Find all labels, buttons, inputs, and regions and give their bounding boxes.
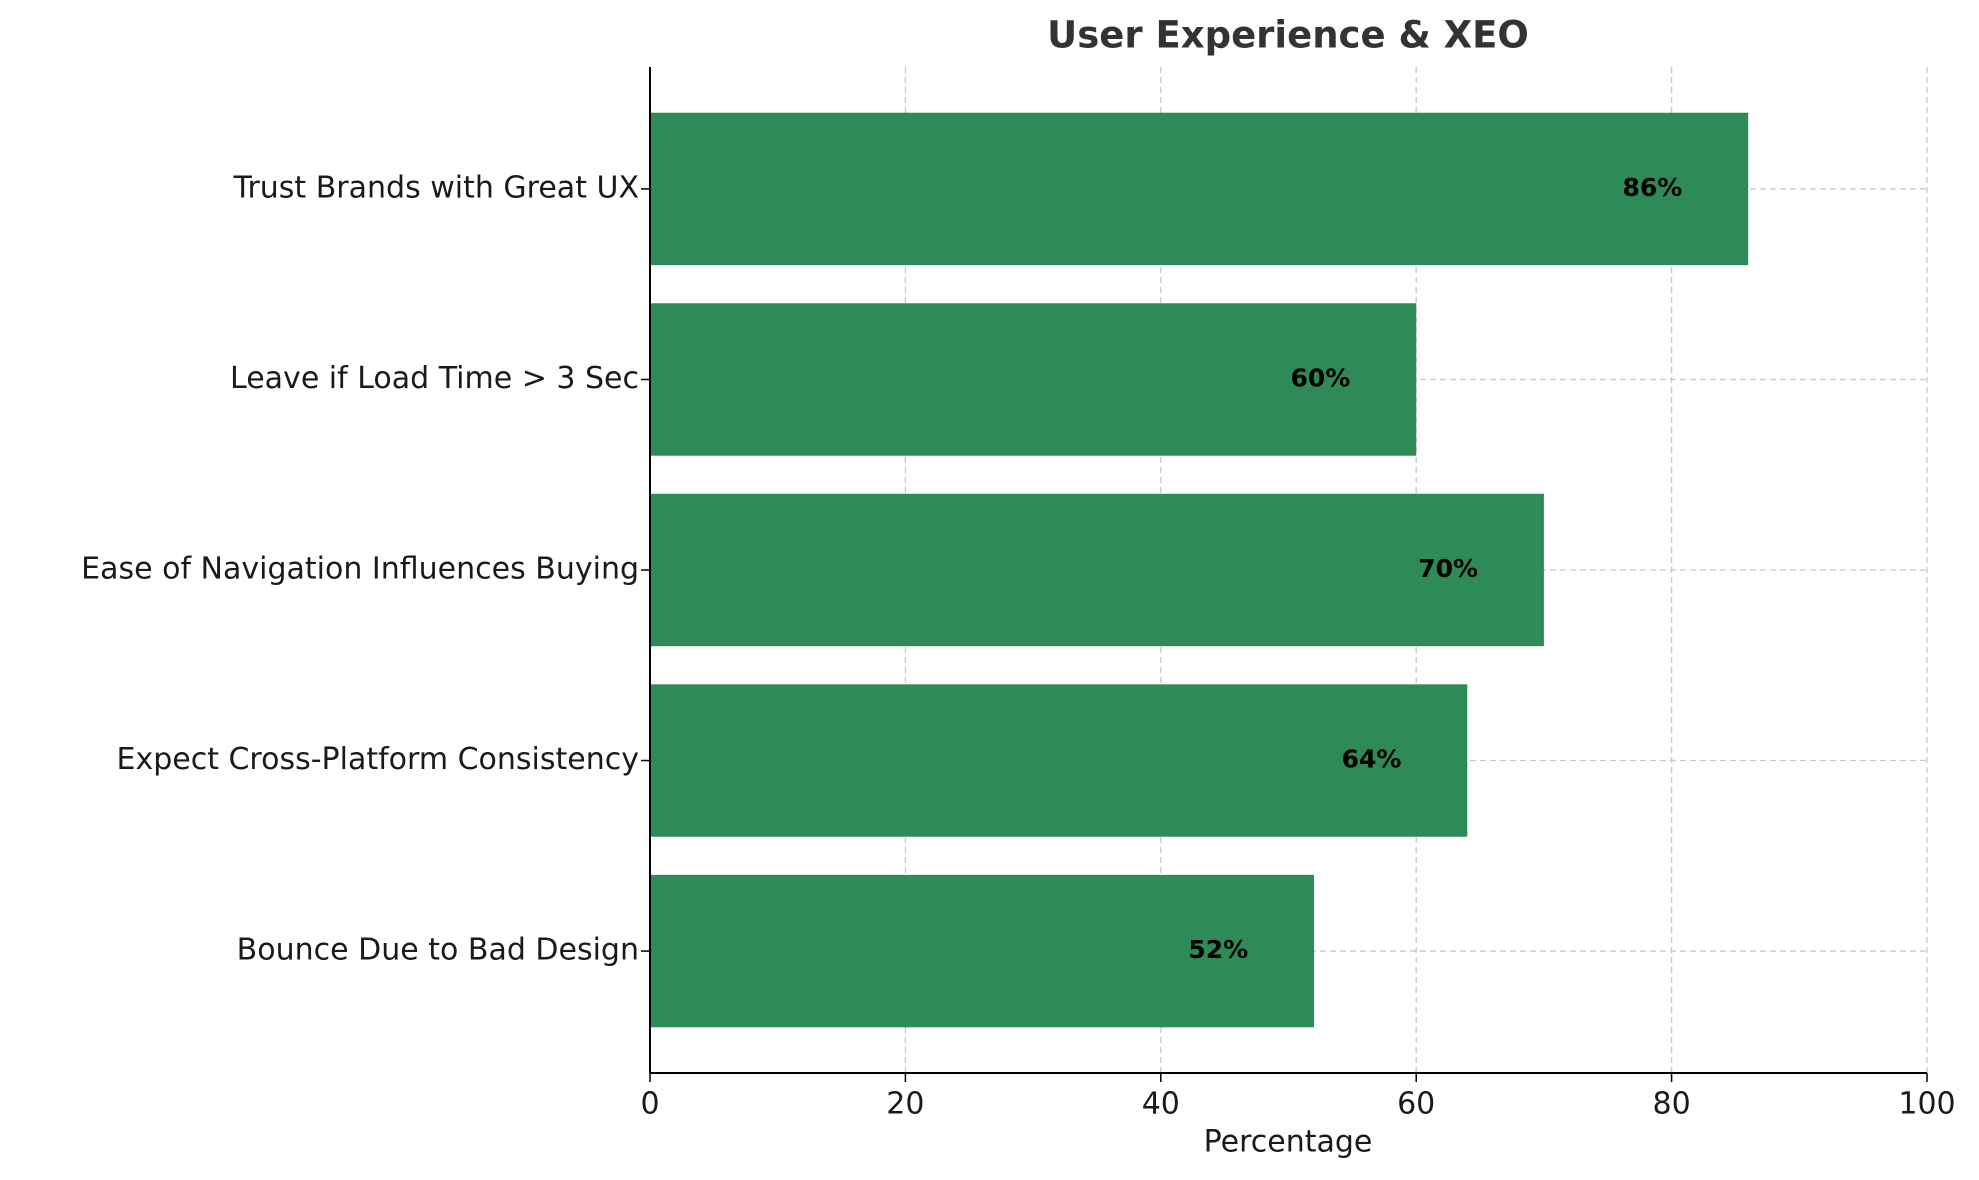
y-tick-label: Trust Brands with Great UX bbox=[233, 170, 639, 205]
chart-title: User Experience & XEO bbox=[1047, 14, 1529, 57]
data-label: 86% bbox=[1623, 173, 1683, 202]
data-label: 70% bbox=[1418, 554, 1478, 583]
bar bbox=[650, 684, 1468, 837]
x-axis-label: Percentage bbox=[1204, 1125, 1373, 1160]
x-tick-label: 20 bbox=[886, 1087, 924, 1122]
y-tick-label: Leave if Load Time > 3 Sec bbox=[230, 361, 639, 396]
bar bbox=[650, 112, 1749, 266]
bar bbox=[650, 303, 1417, 456]
bar bbox=[650, 493, 1544, 647]
x-tick-label: 40 bbox=[1142, 1087, 1180, 1122]
x-tick-label: 80 bbox=[1653, 1087, 1691, 1122]
data-label: 52% bbox=[1188, 935, 1248, 964]
data-label: 64% bbox=[1342, 745, 1402, 774]
y-tick-label: Expect Cross-Platform Consistency bbox=[116, 742, 639, 777]
x-tick-label: 60 bbox=[1397, 1087, 1435, 1122]
x-tick-label: 100 bbox=[1898, 1087, 1955, 1122]
data-label: 60% bbox=[1291, 363, 1351, 392]
bar bbox=[650, 874, 1315, 1028]
y-tick-label: Ease of Navigation Influences Buying bbox=[81, 552, 639, 587]
y-tick-label: Bounce Due to Bad Design bbox=[237, 933, 639, 968]
x-tick-label: 0 bbox=[640, 1087, 659, 1122]
